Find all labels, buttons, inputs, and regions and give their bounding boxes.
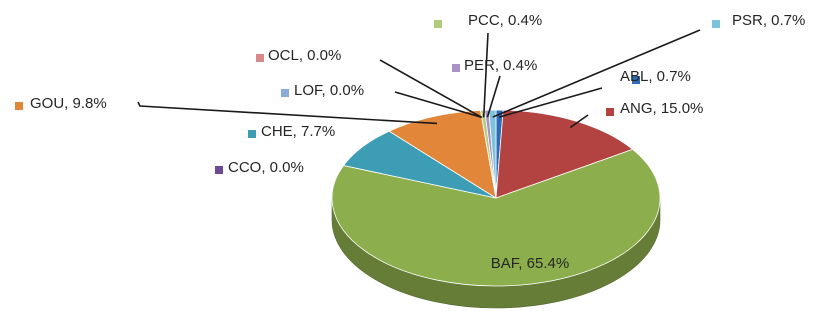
leader-line-abl xyxy=(499,87,603,118)
slice-ang xyxy=(495,109,634,199)
legend-key-ang xyxy=(606,108,614,116)
slice-baf xyxy=(331,148,661,287)
data-label-che: CHE, 7.7% xyxy=(261,123,335,140)
legend-key-pcc xyxy=(434,20,442,28)
data-label-pcc: PCC, 0.4% xyxy=(468,12,542,29)
legend-key-lof xyxy=(281,89,289,97)
legend-key-psr xyxy=(712,20,720,28)
pie-slices xyxy=(331,109,661,287)
data-label-lof: LOF, 0.0% xyxy=(294,82,364,99)
slice-labels: ABL, 0.7% ANG, 15.0% BAF, 65.4% CCO, 0.0% CH… xyxy=(15,12,805,272)
data-label-cco: CCO, 0.0% xyxy=(228,159,304,176)
leader-line-ang xyxy=(569,114,589,129)
legend-key-che xyxy=(248,130,256,138)
legend-key-per xyxy=(452,64,460,72)
legend-key-cco xyxy=(215,166,223,174)
legend-key-abl xyxy=(632,76,640,84)
data-label-per: PER, 0.4% xyxy=(464,57,537,74)
data-label-abl: ABL, 0.7% xyxy=(620,68,691,85)
leader-line-pcc xyxy=(482,32,489,118)
slice-psr xyxy=(488,109,497,199)
leader-line-gou xyxy=(137,101,438,125)
data-label-baf: BAF, 65.4% xyxy=(491,255,569,272)
data-label-psr: PSR, 0.7% xyxy=(732,12,805,29)
leader-line-per xyxy=(486,75,501,118)
data-label-ang: ANG, 15.0% xyxy=(620,100,703,117)
leader-line-ocl xyxy=(379,59,483,119)
data-label-ocl: OCL, 0.0% xyxy=(268,47,341,64)
data-label-gou: GOU, 9.8% xyxy=(30,95,107,112)
legend-key-ocl xyxy=(256,54,264,62)
legend-key-gou xyxy=(15,102,23,110)
leader-lines xyxy=(137,29,701,129)
slice-gou xyxy=(388,109,497,199)
leader-line-lof xyxy=(394,91,483,119)
leader-line-psr xyxy=(492,29,701,118)
